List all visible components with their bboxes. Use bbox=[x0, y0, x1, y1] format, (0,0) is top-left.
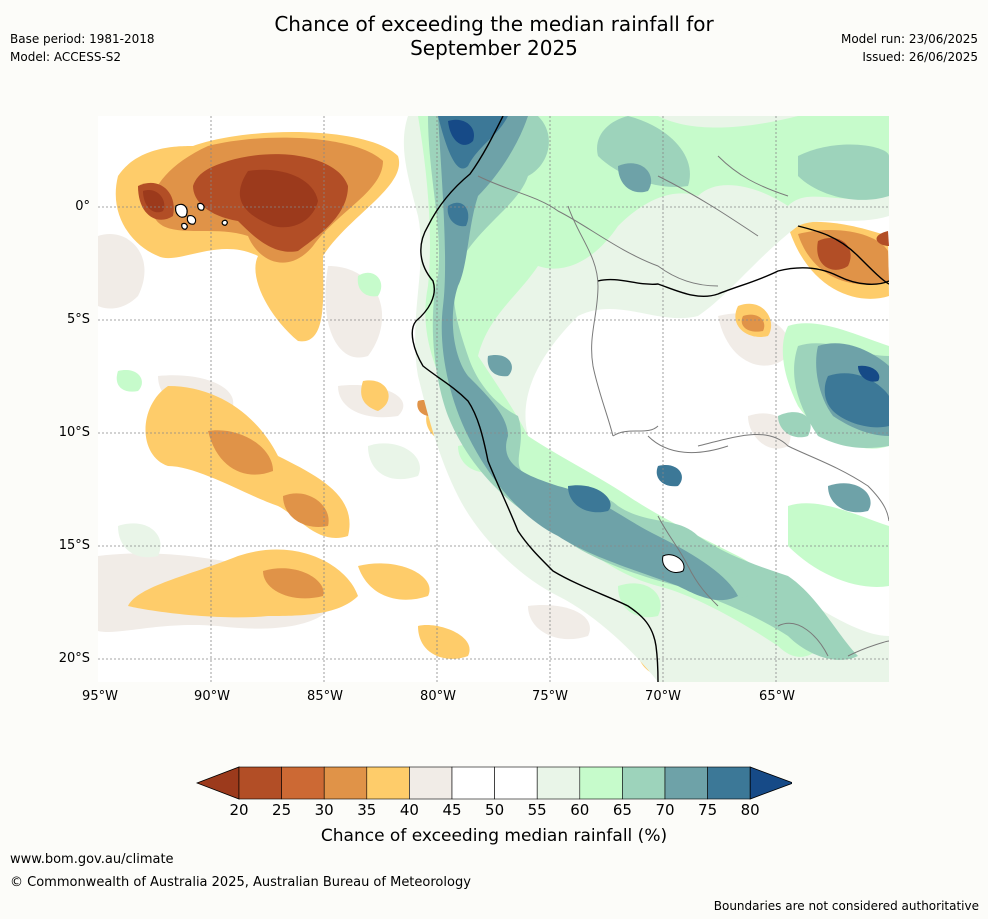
lon-label-75w: 75°W bbox=[532, 689, 568, 704]
dark-blue-areas bbox=[438, 116, 889, 513]
lon-label-80w: 80°W bbox=[420, 689, 456, 704]
coastline-east bbox=[797, 225, 889, 285]
lat-label-0: 0° bbox=[75, 199, 90, 214]
lat-label-15s: 15°S bbox=[58, 538, 90, 553]
colorbar-tick-label: 70 bbox=[655, 801, 675, 819]
colorbar-tick-label: 55 bbox=[527, 801, 547, 819]
rainfall-map bbox=[98, 116, 889, 682]
colorbar-tick-label: 60 bbox=[570, 801, 590, 819]
lon-label-85w: 85°W bbox=[307, 689, 343, 704]
lat-label-20s: 20°S bbox=[58, 651, 90, 666]
colorbar-tick-label: 40 bbox=[399, 801, 419, 819]
colorbar-tick-label: 80 bbox=[740, 801, 760, 819]
colorbar-tick-label: 50 bbox=[485, 801, 505, 819]
colorbar-arrow-low bbox=[196, 766, 240, 800]
issued-date: Issued: 26/06/2025 bbox=[862, 50, 978, 64]
darkest-orange-core bbox=[239, 169, 318, 228]
colorbar-tick-label: 65 bbox=[612, 801, 632, 819]
map-title: Chance of exceeding the median rainfall … bbox=[0, 12, 988, 60]
colorbar-tick-label: 30 bbox=[314, 801, 334, 819]
colorbar-cell bbox=[281, 766, 325, 800]
colorbar-cell bbox=[323, 766, 368, 800]
colorbar-cell bbox=[494, 766, 538, 800]
colorbar-cell bbox=[451, 766, 495, 800]
title-line-2: September 2025 bbox=[410, 36, 578, 60]
colorbar-cell bbox=[366, 766, 410, 800]
colorbar-tick-label: 20 bbox=[229, 801, 249, 819]
meta-left: Base period: 1981-2018 Model: ACCESS-S2 bbox=[10, 30, 155, 66]
model-name: Model: ACCESS-S2 bbox=[10, 50, 122, 64]
colorbar-tick-label: 45 bbox=[442, 801, 462, 819]
country-boundaries bbox=[477, 155, 889, 657]
colorbar-arrow-high bbox=[749, 766, 792, 800]
colorbar-cells bbox=[196, 766, 792, 800]
colorbar-cell bbox=[664, 766, 708, 800]
colorbar-title: Chance of exceeding median rainfall (%) bbox=[320, 826, 668, 846]
colorbar-tick-label: 25 bbox=[272, 801, 292, 819]
colorbar-cell bbox=[238, 766, 282, 800]
colorbar-cell bbox=[579, 766, 623, 800]
colorbar-cell bbox=[409, 766, 453, 800]
lake-titicaca bbox=[662, 554, 685, 573]
colorbar-tick-label: 75 bbox=[698, 801, 718, 819]
lon-label-65w: 65°W bbox=[759, 689, 795, 704]
colorbar bbox=[196, 766, 792, 800]
colorbar-cell bbox=[536, 766, 581, 800]
lat-label-5s: 5°S bbox=[66, 312, 90, 327]
lon-label-95w: 95°W bbox=[82, 689, 118, 704]
copyright-text: © Commonwealth of Australia 2025, Austra… bbox=[10, 875, 471, 890]
colorbar-cell bbox=[707, 766, 751, 800]
lat-label-10s: 10°S bbox=[58, 425, 90, 440]
disclaimer-text: Boundaries are not considered authoritat… bbox=[713, 899, 979, 913]
amazon-river-line bbox=[597, 267, 889, 298]
colorbar-cell bbox=[622, 766, 666, 800]
website-link[interactable]: www.bom.gov.au/climate bbox=[10, 852, 174, 867]
model-run: Model run: 23/06/2025 bbox=[840, 32, 978, 46]
lon-label-70w: 70°W bbox=[645, 689, 681, 704]
meta-right: Model run: 23/06/2025 Issued: 26/06/2025 bbox=[841, 30, 978, 66]
beige-areas bbox=[98, 234, 791, 640]
darkest-blue-east bbox=[858, 365, 880, 382]
colorbar-tick-label: 35 bbox=[357, 801, 377, 819]
title-line-1: Chance of exceeding the median rainfall … bbox=[274, 12, 714, 36]
coastline-west bbox=[411, 116, 659, 682]
lon-label-90w: 90°W bbox=[194, 689, 230, 704]
base-period: Base period: 1981-2018 bbox=[10, 32, 155, 46]
galapagos-islands bbox=[175, 202, 228, 230]
darkest-blue-core bbox=[448, 119, 474, 145]
map-svg bbox=[98, 116, 889, 682]
